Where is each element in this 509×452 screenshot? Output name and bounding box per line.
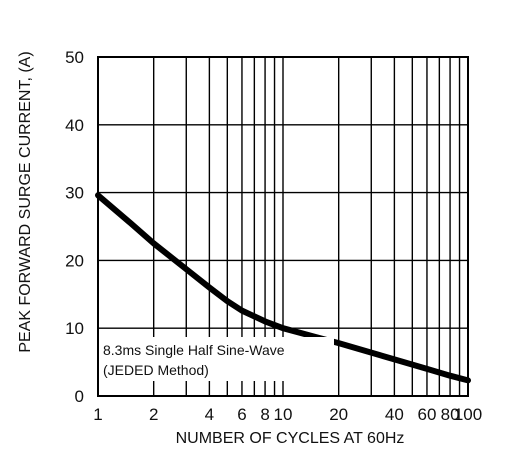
x-tick-label: 8 bbox=[260, 405, 269, 424]
y-axis-title: PEAK FORWARD SURGE CURRENT, (A) bbox=[17, 51, 34, 352]
x-tick-label: 20 bbox=[329, 405, 348, 424]
y-tick-label: 20 bbox=[65, 251, 84, 270]
x-tick-label: 40 bbox=[385, 405, 404, 424]
x-tick-label: 4 bbox=[205, 405, 214, 424]
x-tick-label: 1 bbox=[93, 405, 102, 424]
y-tick-label: 0 bbox=[75, 387, 84, 406]
x-tick-label: 10 bbox=[274, 405, 293, 424]
annotation-line-2: (JEDED Method) bbox=[103, 362, 209, 378]
plot-frame bbox=[97, 56, 469, 397]
x-tick-label: 80 bbox=[441, 405, 460, 424]
y-tick-labels: 0 10 20 30 40 50 bbox=[65, 48, 84, 406]
y-tick-label: 10 bbox=[65, 319, 84, 338]
annotation-background bbox=[99, 337, 334, 381]
x-tick-label: 100 bbox=[454, 405, 482, 424]
series-line bbox=[95, 192, 471, 384]
annotation-box: 8.3ms Single Half Sine-Wave (JEDED Metho… bbox=[99, 337, 334, 381]
x-axis-title: NUMBER OF CYCLES AT 60Hz bbox=[176, 430, 405, 447]
y-tick-label: 40 bbox=[65, 116, 84, 135]
curve-layer bbox=[95, 192, 471, 384]
x-tick-label: 60 bbox=[417, 405, 436, 424]
annotation-line-1: 8.3ms Single Half Sine-Wave bbox=[103, 342, 285, 358]
y-tick-label: 30 bbox=[65, 184, 84, 203]
x-tick-label: 2 bbox=[149, 405, 158, 424]
y-tick-label: 50 bbox=[65, 48, 84, 67]
x-tick-label: 6 bbox=[237, 405, 246, 424]
